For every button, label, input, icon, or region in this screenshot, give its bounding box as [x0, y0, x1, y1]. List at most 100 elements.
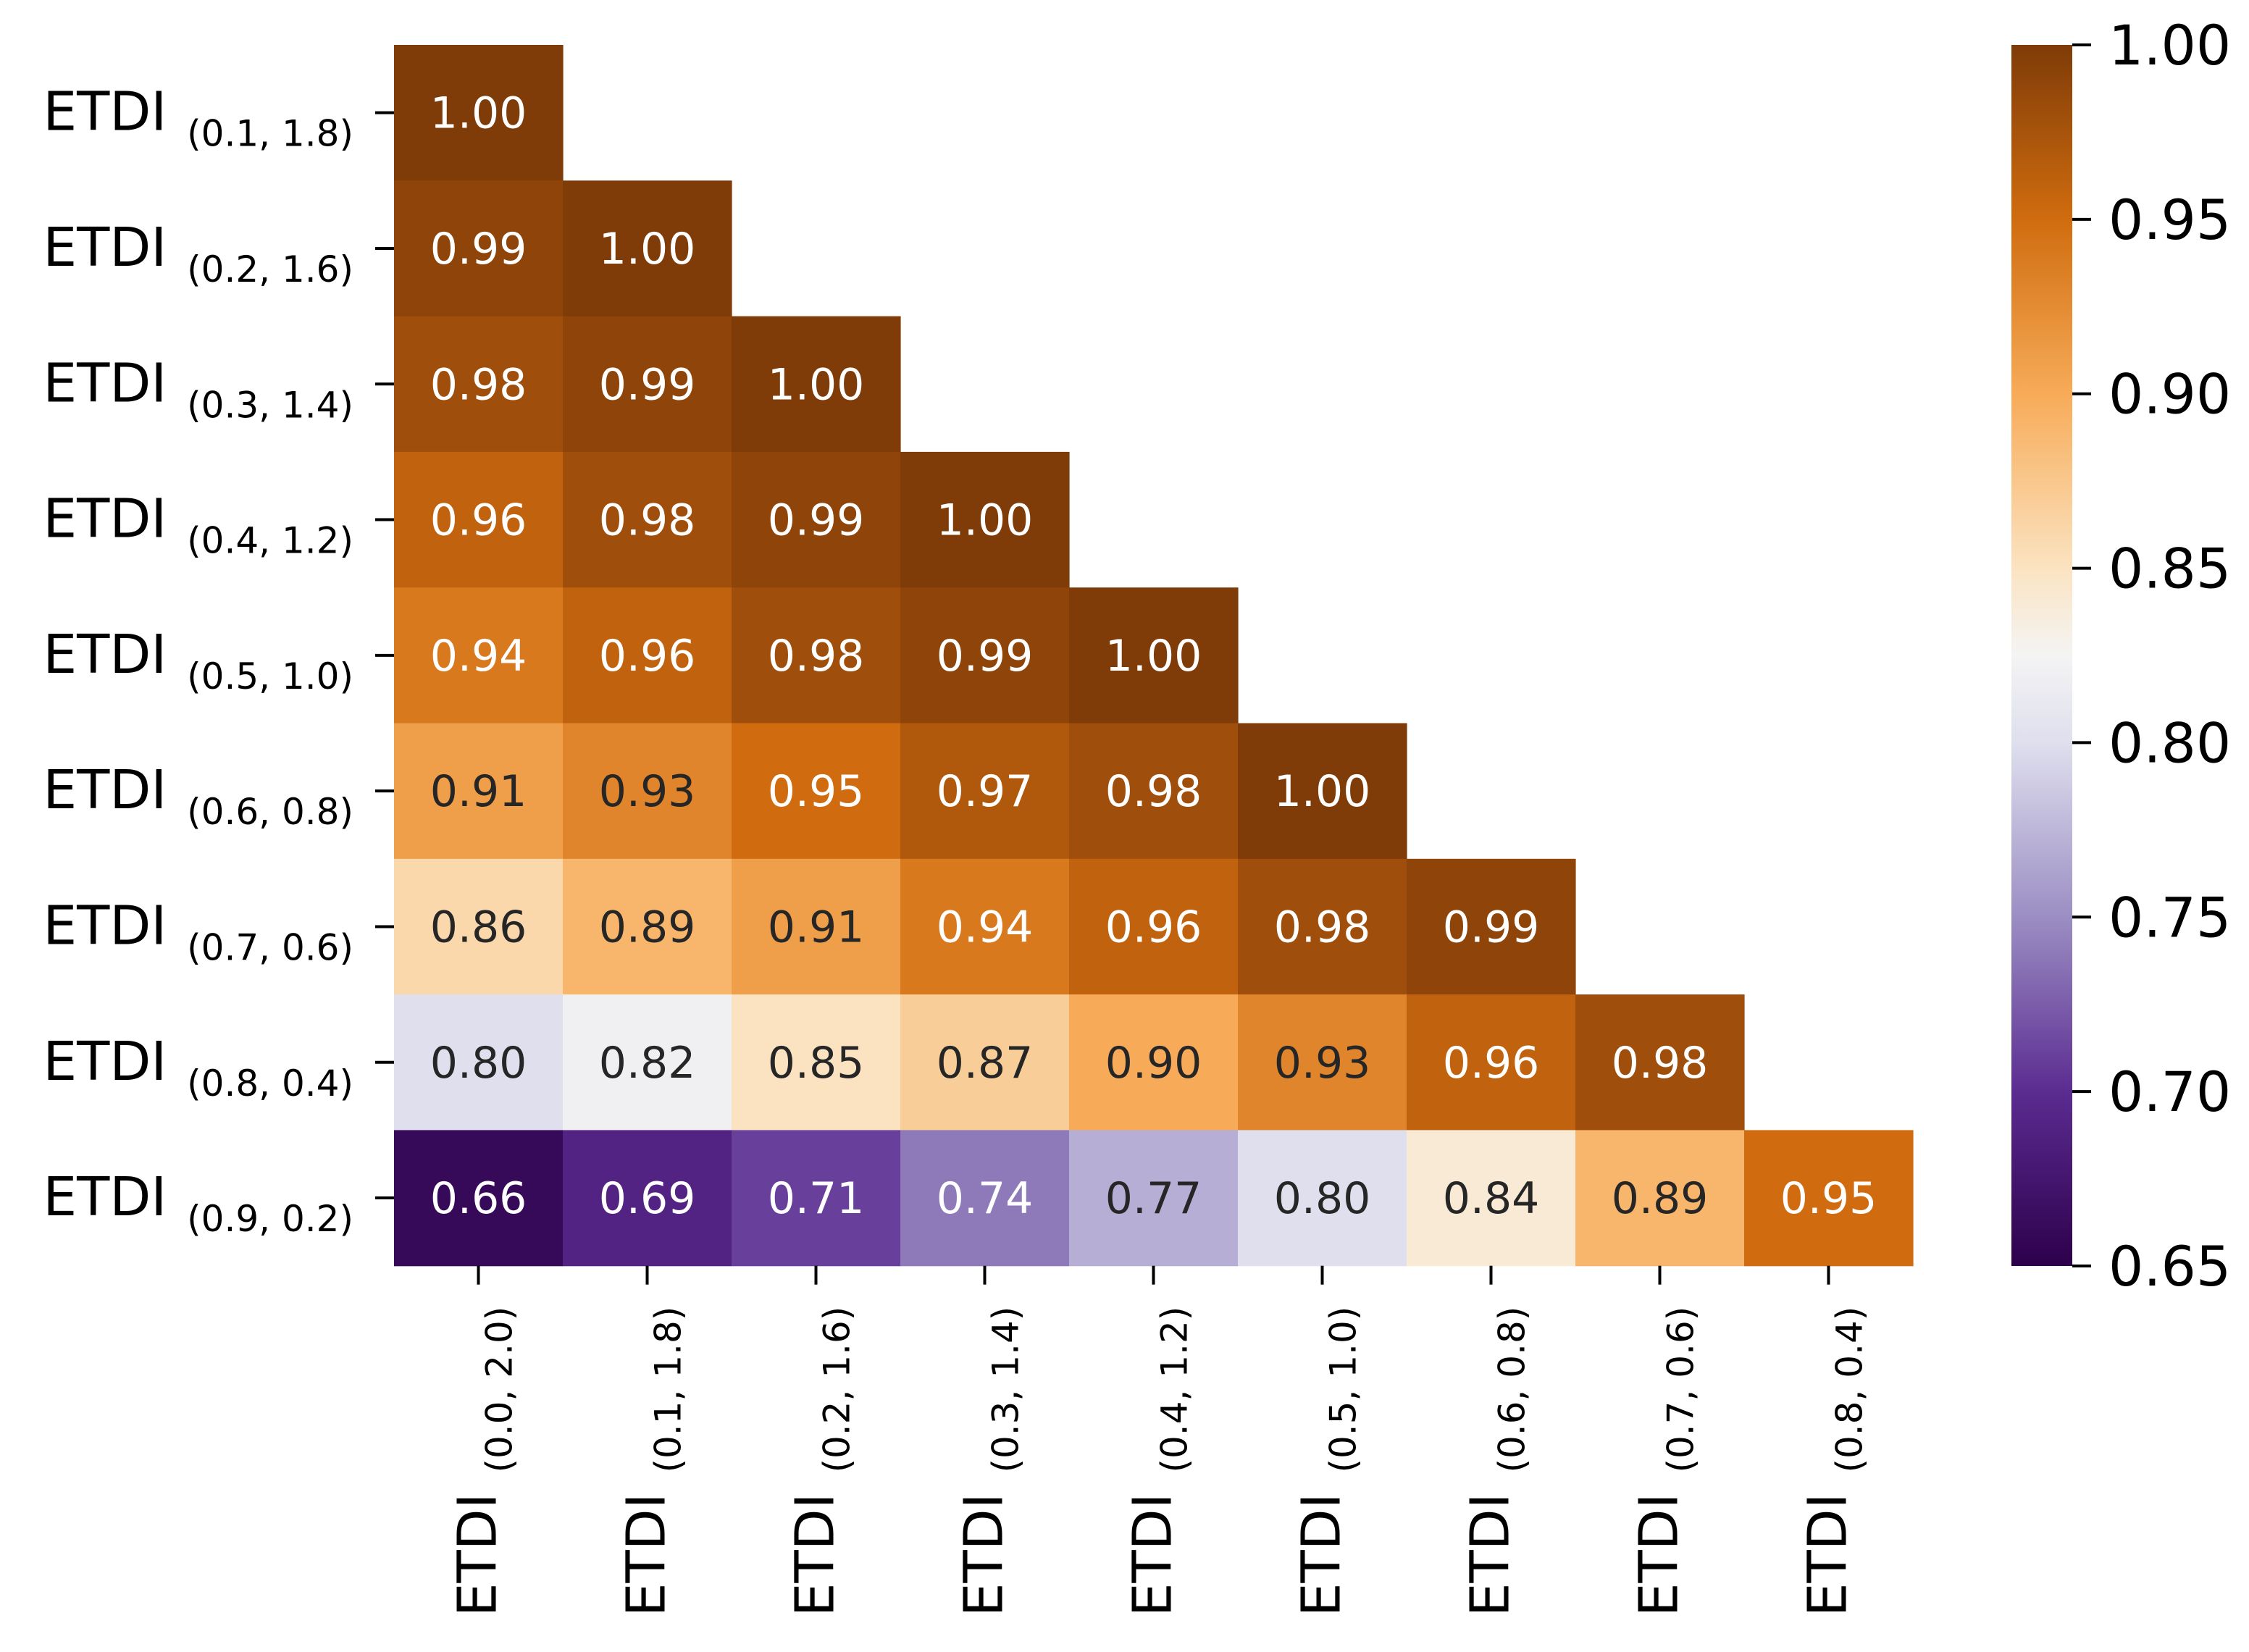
y-tick-label: ETDI (0.2, 1.6) — [43, 217, 353, 290]
cell-value-label: 0.94 — [937, 902, 1034, 952]
colorbar-tick-label: 0.65 — [2108, 1234, 2231, 1299]
cell-value-label: 0.84 — [1443, 1173, 1540, 1224]
cell-value-label: 0.98 — [1612, 1038, 1709, 1089]
heatmap-cell — [1069, 723, 1239, 860]
cell-value-label: 1.00 — [599, 224, 696, 274]
heatmap-cell — [732, 994, 901, 1131]
cell-value-label: 0.80 — [430, 1038, 527, 1089]
cell-value-label: 0.98 — [430, 359, 527, 410]
cell-value-label: 1.00 — [937, 495, 1034, 546]
colorbar-tick-label: 0.80 — [2108, 710, 2231, 775]
heatmap-cell — [900, 587, 1070, 724]
heatmap-cell — [563, 723, 732, 860]
x-tick-label: ETDI(0.3, 1.4) — [953, 1307, 1027, 1617]
heatmap-cell — [563, 587, 732, 724]
y-tick-label: ETDI (0.5, 1.0) — [43, 624, 353, 697]
heatmap-cell — [900, 1130, 1070, 1267]
cell-value-label: 0.99 — [1443, 902, 1540, 952]
x-tick-label: ETDI(0.7, 0.6) — [1628, 1307, 1702, 1617]
heatmap-cell — [563, 858, 732, 995]
cell-value-label: 0.96 — [1443, 1038, 1540, 1089]
cell-value-label: 1.00 — [430, 88, 527, 139]
colorbar-gradient — [2011, 45, 2072, 1266]
heatmap-cell — [563, 1130, 732, 1267]
y-axis: ETDI (0.1, 1.8) ETDI (0.2, 1.6) ETDI (0.3, 1.… — [43, 81, 394, 1240]
x-tick-label: ETDI(0.0, 2.0) — [447, 1307, 521, 1617]
cell-value-label: 0.66 — [430, 1173, 527, 1224]
heatmap-cell — [900, 858, 1070, 995]
heatmap-cell — [563, 994, 732, 1131]
cell-value-label: 0.96 — [430, 495, 527, 546]
cell-value-label: 0.98 — [1105, 766, 1202, 817]
cell-value-label: 0.98 — [768, 631, 865, 682]
heatmap-cells: 1.00 0.99 1.00 0.98 0.99 1.00 0.96 0.98 0.99 1.00… — [394, 45, 1914, 1267]
cell-value-label: 1.00 — [768, 359, 865, 410]
colorbar-tick-label: 0.70 — [2108, 1060, 2231, 1124]
heatmap-cell — [732, 316, 901, 453]
heatmap-cell — [394, 587, 564, 724]
y-tick-label: ETDI (0.8, 0.4) — [43, 1031, 353, 1104]
x-axis: ETDI(0.0, 2.0) ETDI(0.1, 1.8) ETDI(0.2, 1.… — [447, 1265, 1871, 1617]
cell-value-label: 0.71 — [768, 1173, 865, 1224]
heatmap-cell — [1069, 994, 1239, 1131]
heatmap-cell — [563, 451, 732, 588]
colorbar-tick-label: 0.75 — [2108, 885, 2231, 949]
cell-value-label: 0.95 — [768, 766, 865, 817]
heatmap-cell — [1575, 1130, 1745, 1267]
heatmap-cell — [900, 451, 1070, 588]
heatmap-cell — [732, 451, 901, 588]
x-tick-label: ETDI(0.2, 1.6) — [784, 1307, 858, 1617]
heatmap-cell — [732, 587, 901, 724]
cell-value-label: 0.99 — [430, 224, 527, 274]
cell-value-label: 0.91 — [768, 902, 865, 952]
y-tick-label: ETDI (0.3, 1.4) — [43, 352, 353, 426]
cell-value-label: 0.94 — [430, 631, 527, 682]
cell-value-label: 0.99 — [768, 495, 865, 546]
cell-value-label: 0.90 — [1105, 1038, 1202, 1089]
colorbar-tick-label: 0.95 — [2108, 188, 2231, 252]
cell-value-label: 0.96 — [599, 631, 696, 682]
colorbar-tick-label: 0.85 — [2108, 537, 2231, 601]
cell-value-label: 0.86 — [430, 902, 527, 952]
colorbar-tick-label: 1.00 — [2108, 13, 2231, 77]
heatmap-cell — [1744, 1130, 1914, 1267]
heatmap-cell — [394, 1130, 564, 1267]
x-tick-label: ETDI(0.6, 0.8) — [1459, 1307, 1533, 1617]
heatmap-cell — [732, 858, 901, 995]
heatmap-cell — [1238, 723, 1407, 860]
cell-value-label: 0.97 — [937, 766, 1034, 817]
cell-value-label: 0.91 — [430, 766, 527, 817]
y-tick-label: ETDI (0.7, 0.6) — [43, 894, 353, 968]
heatmap-cell — [1238, 994, 1407, 1131]
y-tick-label: ETDI (0.9, 0.2) — [43, 1166, 353, 1240]
cell-value-label: 0.96 — [1105, 902, 1202, 952]
heatmap-cell — [1069, 587, 1239, 724]
cell-value-label: 0.89 — [1612, 1173, 1709, 1224]
heatmap-cell — [394, 451, 564, 588]
cell-value-label: 0.82 — [599, 1038, 696, 1089]
cell-value-label: 1.00 — [1105, 631, 1202, 682]
cell-value-label: 0.85 — [768, 1038, 865, 1089]
heatmap-cell — [1069, 858, 1239, 995]
cell-value-label: 0.74 — [937, 1173, 1034, 1224]
heatmap-cell — [1407, 1130, 1576, 1267]
y-tick-label: ETDI (0.4, 1.2) — [43, 488, 353, 562]
cell-value-label: 0.93 — [599, 766, 696, 817]
heatmap-cell — [1238, 858, 1407, 995]
cell-value-label: 1.00 — [1274, 766, 1371, 817]
x-tick-label: ETDI(0.4, 1.2) — [1122, 1307, 1196, 1617]
heatmap-cell — [1407, 994, 1576, 1131]
cell-value-label: 0.93 — [1274, 1038, 1371, 1089]
heatmap-cell — [1407, 858, 1576, 995]
cell-value-label: 0.87 — [937, 1038, 1034, 1089]
x-tick-label: ETDI(0.1, 1.8) — [616, 1307, 690, 1617]
heatmap-cell — [563, 180, 732, 317]
cell-value-label: 0.69 — [599, 1173, 696, 1224]
y-tick-label: ETDI (0.6, 0.8) — [43, 759, 353, 833]
heatmap-cell — [1069, 1130, 1239, 1267]
cell-value-label: 0.95 — [1780, 1173, 1877, 1224]
cell-value-label: 0.98 — [1274, 902, 1371, 952]
cell-value-label: 0.98 — [599, 495, 696, 546]
heatmap-cell — [563, 316, 732, 453]
cell-value-label: 0.77 — [1105, 1173, 1202, 1224]
